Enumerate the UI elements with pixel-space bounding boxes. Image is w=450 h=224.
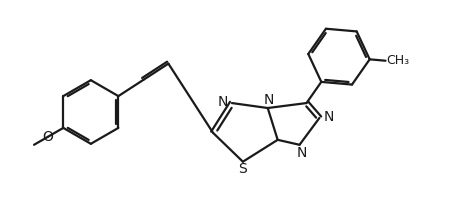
Text: CH₃: CH₃ <box>386 54 409 67</box>
Text: N: N <box>218 95 228 109</box>
Text: N: N <box>297 146 307 160</box>
Text: S: S <box>238 162 247 176</box>
Text: O: O <box>42 130 53 144</box>
Text: N: N <box>264 93 274 107</box>
Text: N: N <box>323 110 333 124</box>
